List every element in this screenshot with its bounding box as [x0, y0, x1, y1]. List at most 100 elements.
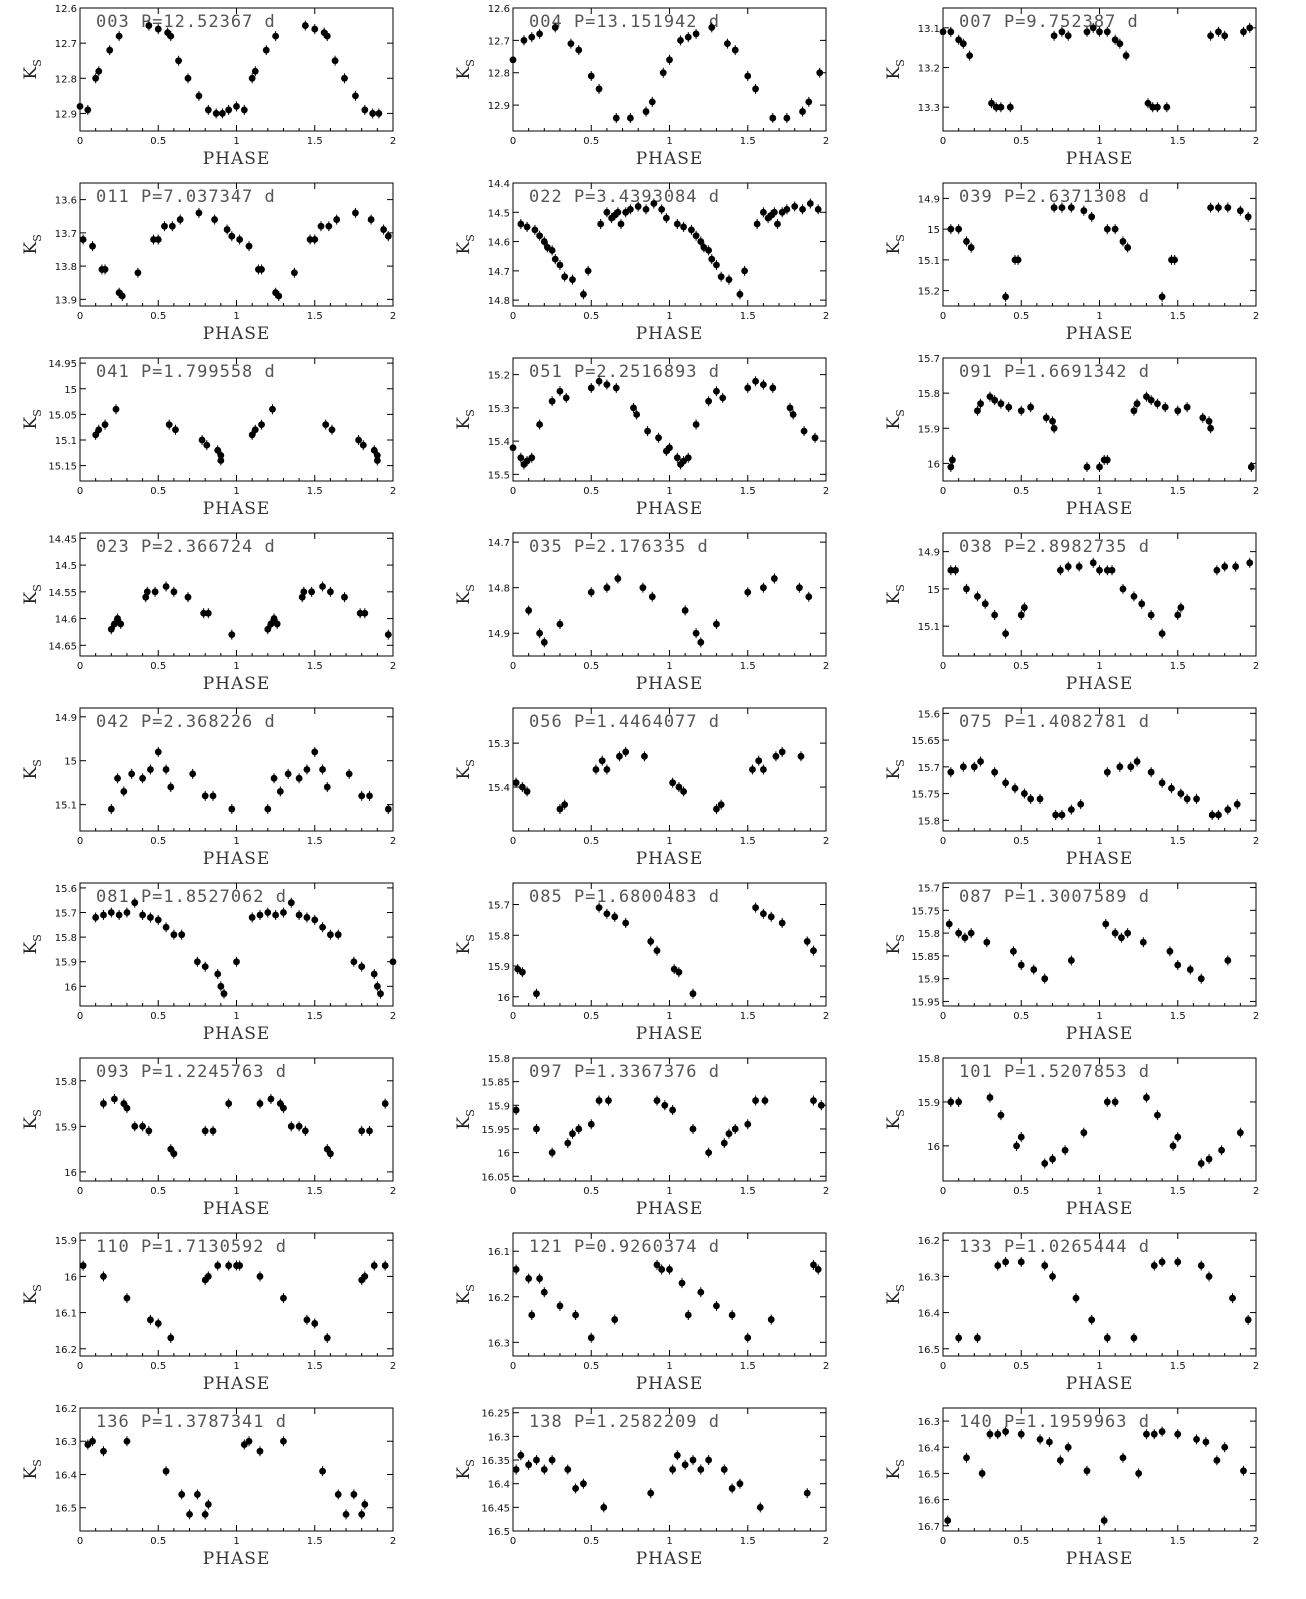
data-point	[123, 909, 131, 916]
panel-title: 087 P=1.3007589 d	[959, 887, 1150, 907]
data-point	[287, 1122, 295, 1130]
data-point	[564, 1466, 572, 1473]
light-curve-panel-18: 0 0.5 1 1.5 2 15.8 15.9 16 093 P=1.2245763 d PHAS…	[21, 1057, 396, 1219]
data-point	[803, 1489, 811, 1497]
y-tick-label: 15.8	[488, 931, 510, 942]
data-point	[783, 114, 791, 122]
x-tick-label: 1	[233, 136, 239, 147]
x-tick-label: 0	[940, 311, 946, 322]
panel-title: 011 P=7.037347 d	[96, 187, 276, 207]
x-tick-label: 0.5	[1013, 1186, 1029, 1197]
data-point	[1067, 204, 1075, 211]
light-curve-panel-6: 0 0.5 1 1.5 2 14.95 15 15.05 15.1 15.15 041 P=1.79…	[21, 357, 396, 519]
data-point	[556, 1302, 564, 1310]
x-tick-label: 1.5	[307, 1536, 323, 1547]
x-tick-label: 0.5	[583, 836, 599, 847]
data-point	[548, 246, 556, 254]
data-point	[658, 205, 666, 213]
data-point	[548, 397, 556, 405]
y-axis-label-subscript: S	[31, 409, 44, 417]
data-point	[1143, 393, 1150, 401]
data-point	[611, 1316, 619, 1323]
data-point	[1083, 28, 1091, 36]
data-point	[1183, 795, 1191, 803]
data-point	[359, 441, 367, 449]
y-tick-label: 16.3	[488, 1432, 510, 1443]
y-tick-label: 13.6	[55, 196, 77, 207]
data-point	[518, 783, 526, 791]
data-point	[760, 381, 767, 388]
data-point	[622, 748, 630, 756]
y-tick-label: 16.4	[918, 1309, 940, 1320]
data-point	[692, 30, 700, 38]
data-point	[713, 1302, 720, 1310]
data-point	[240, 1441, 248, 1448]
data-point	[350, 958, 358, 966]
x-axis-label: PHASE	[636, 499, 704, 519]
x-tick-label: 0	[77, 136, 83, 147]
data-point	[967, 929, 975, 937]
data-point	[1218, 1146, 1225, 1154]
data-point	[217, 982, 225, 990]
data-point	[114, 774, 121, 782]
x-axis-label: PHASE	[203, 499, 271, 519]
data-point	[680, 788, 687, 795]
data-point	[323, 783, 331, 791]
data-point	[139, 911, 146, 919]
data-point	[1158, 1258, 1166, 1266]
data-point	[1207, 204, 1215, 211]
data-point	[280, 1104, 287, 1112]
panel-title: 097 P=1.3367376 d	[529, 1062, 720, 1082]
data-point	[198, 436, 206, 444]
data-point	[1089, 24, 1097, 32]
data-point	[101, 266, 109, 273]
data-point	[564, 1139, 572, 1147]
data-point	[1244, 1316, 1252, 1324]
x-tick-label: 1	[1096, 836, 1102, 847]
y-tick-label: 15.9	[918, 975, 940, 986]
light-curve-panel-17: 0 0.5 1 1.5 2 15.7 15.75 15.8 15.85 15.9 15.95 087 …	[884, 882, 1259, 1044]
y-tick-label: 15.7	[488, 901, 510, 912]
data-point	[725, 1130, 733, 1138]
y-tick-label: 14.8	[488, 296, 510, 307]
data-point	[311, 236, 319, 243]
x-tick-label: 1	[666, 1361, 672, 1372]
data-point	[128, 770, 136, 778]
light-curve-panel-9: 0 0.5 1 1.5 2 14.45 14.5 14.55 14.6 14.65 023 P=2.…	[21, 532, 396, 694]
x-tick-label: 1	[1096, 1536, 1102, 1547]
data-point	[384, 805, 392, 813]
data-point	[1118, 934, 1125, 942]
data-point	[212, 110, 220, 117]
data-point	[713, 620, 720, 628]
y-tick-label: 15.4	[488, 783, 510, 794]
y-axis-label-subscript: S	[894, 759, 907, 767]
y-axis-label: KS	[454, 409, 477, 429]
x-tick-label: 0.5	[150, 1536, 166, 1547]
x-tick-label: 0.5	[1013, 486, 1029, 497]
x-axis-label: PHASE	[203, 1549, 271, 1569]
data-point	[170, 931, 178, 939]
data-point	[684, 1311, 692, 1319]
data-point	[708, 24, 716, 31]
y-tick-label: 15.9	[488, 962, 510, 973]
data-point	[978, 1470, 986, 1477]
data-point	[744, 1120, 752, 1128]
y-tick-label: 12.8	[55, 74, 77, 85]
data-point	[295, 774, 303, 782]
data-point	[147, 914, 154, 921]
y-tick-label: 14.4	[488, 179, 510, 190]
data-point	[1080, 207, 1088, 215]
data-point	[795, 584, 803, 592]
x-tick-label: 2	[1253, 1361, 1259, 1372]
data-point	[592, 766, 600, 773]
data-point	[1002, 1428, 1009, 1435]
x-tick-label: 1.5	[307, 486, 323, 497]
light-curve-panel-7: 0 0.5 1 1.5 2 15.2 15.3 15.4 15.5 051 P=2.2516893…	[454, 357, 829, 519]
x-tick-label: 0.5	[150, 486, 166, 497]
data-point	[195, 92, 203, 100]
y-axis-label-subscript: S	[894, 234, 907, 242]
data-point	[168, 222, 176, 230]
data-point	[584, 267, 592, 275]
data-point	[1163, 103, 1171, 111]
data-point	[966, 52, 974, 60]
